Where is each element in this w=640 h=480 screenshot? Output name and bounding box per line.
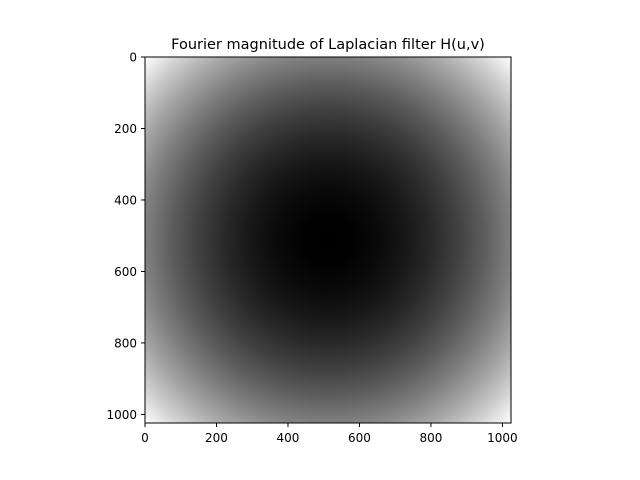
x-tick-label: 200 [205, 431, 228, 445]
x-tick-label: 600 [348, 431, 371, 445]
y-tick-label: 800 [114, 336, 137, 350]
x-tick-label: 800 [419, 431, 442, 445]
y-tick-label: 600 [114, 265, 137, 279]
y-tick-label: 0 [129, 51, 137, 65]
heatmap-image [145, 57, 511, 423]
x-tick-label: 400 [277, 431, 300, 445]
y-tick-label: 1000 [106, 408, 137, 422]
chart-title: Fourier magnitude of Laplacian filter H(… [171, 37, 485, 53]
y-tick-label: 400 [114, 193, 137, 207]
y-axis: 0 200 400 600 800 1000 [106, 51, 145, 422]
x-tick-label: 0 [141, 431, 149, 445]
axes-frame [144, 56, 512, 424]
y-tick-label: 200 [114, 122, 137, 136]
x-axis: 0 200 400 600 800 1000 [141, 423, 518, 445]
heatmap-field [145, 57, 511, 423]
x-tick-label: 1000 [487, 431, 518, 445]
